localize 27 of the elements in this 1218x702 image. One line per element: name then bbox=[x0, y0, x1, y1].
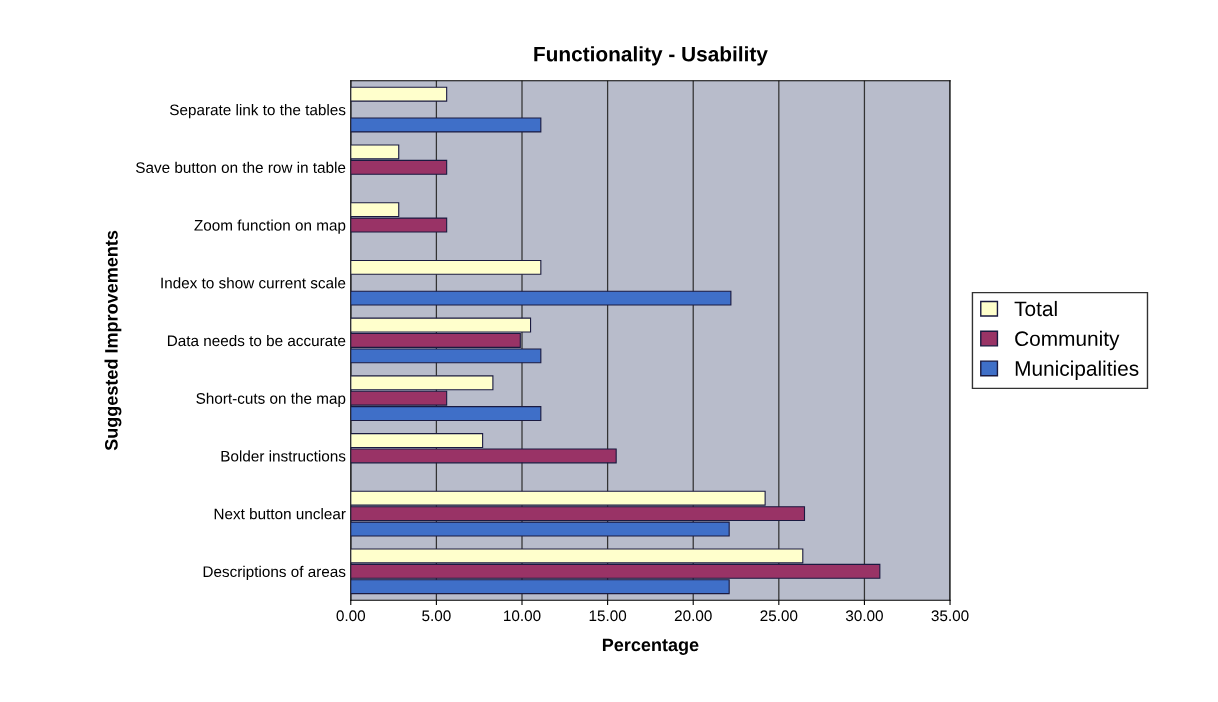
y-tick-label: Separate link to the tables bbox=[169, 104, 346, 119]
y-tick-label: Bolder instructions bbox=[221, 450, 346, 462]
y-tick-label: Zoom function on map bbox=[194, 219, 346, 234]
y-axis-title: Suggested Improvements bbox=[104, 230, 122, 451]
x-tick-label: 5.00 bbox=[422, 610, 451, 622]
legend-label: Municipalities bbox=[1015, 360, 1139, 381]
y-tick-label: Descriptions of areas bbox=[203, 565, 346, 581]
bar bbox=[350, 86, 448, 102]
y-tick-label: Data needs to be accurate bbox=[167, 334, 346, 347]
bar bbox=[350, 117, 542, 133]
x-tick-label: 0.00 bbox=[336, 610, 366, 622]
bar bbox=[350, 290, 732, 306]
x-tick-label: 15.00 bbox=[589, 610, 627, 622]
y-tick-label: Save button on the row in table bbox=[136, 161, 346, 173]
legend-label: Community bbox=[1015, 330, 1120, 351]
chart-title: Functionality - Usability bbox=[534, 46, 768, 66]
legend-label: Total bbox=[1014, 300, 1057, 317]
x-tick-label: 30.00 bbox=[845, 610, 883, 622]
y-tick-label: Next button unclear bbox=[214, 508, 346, 520]
x-tick-label: 25.00 bbox=[760, 610, 798, 622]
x-tick-label: 10.00 bbox=[504, 610, 541, 622]
y-tick-label: Index to show current scale bbox=[161, 277, 346, 289]
x-axis-title: Percentage bbox=[602, 638, 699, 655]
x-tick-label: 35.00 bbox=[931, 610, 969, 622]
y-tick-label: Short-cuts on the map bbox=[196, 392, 346, 407]
bar bbox=[350, 259, 542, 275]
x-tick-label: 20.00 bbox=[674, 610, 712, 622]
